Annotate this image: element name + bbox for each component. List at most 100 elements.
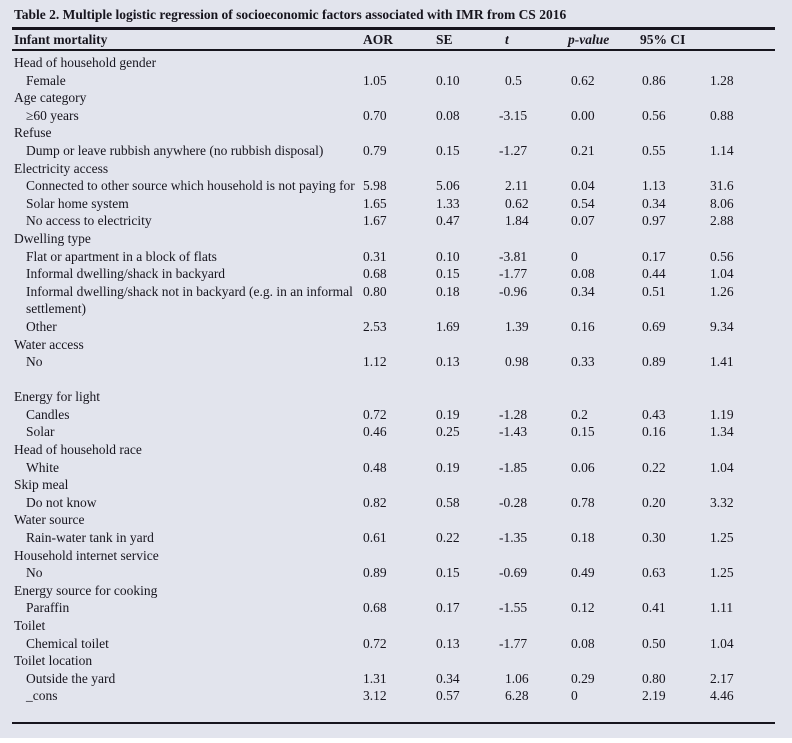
bottom-rule [12,721,775,725]
table-row: Outside the yard 1.31 0.34 1.06 0.29 0.80 2.17 [12,670,775,688]
row-label: No [26,354,43,370]
table-row: Dwelling type [12,230,775,248]
cell-value: 0.34 [436,670,460,686]
cell-value: 1.14 [710,142,734,158]
cell-value: 0.47 [436,213,460,229]
table-row: Head of household gender [12,54,775,72]
cell-value: 5.06 [436,178,460,194]
cell-value: 0.41 [642,600,666,616]
row-label: Solar [26,424,55,440]
cell-value: 0.29 [571,670,595,686]
table-row: Toilet location [12,652,775,670]
cell-value: 1.28 [710,72,734,88]
cell-value: 0.49 [571,565,595,581]
table-row: No 1.12 0.13 0.98 0.33 0.89 1.41 [12,353,775,371]
cell-value: -1.85 [499,459,528,475]
header-infant-mortality: Infant mortality [14,32,108,47]
cell-value: 0.43 [642,406,666,422]
cell-value: 8.06 [710,195,734,211]
cell-value: 0.54 [571,195,595,211]
cell-value: 0.5 [505,72,522,88]
row-category-label: Refuse [14,125,52,141]
cell-value: 0.72 [363,635,387,651]
cell-value: 0.21 [571,142,595,158]
cell-value: 1.13 [642,178,666,194]
header-95ci: 95% CI [640,32,686,47]
cell-value: 9.34 [710,318,734,334]
row-label: Informal dwelling/shack in backyard [26,266,226,282]
cell-value: 1.11 [710,600,734,616]
row-label: Dump or leave rubbish anywhere (no rubbi… [26,142,324,158]
cell-value: -1.27 [499,142,528,158]
cell-value: 0.08 [571,266,595,282]
cell-value: -0.69 [499,565,528,581]
table-row: Chemical toilet 0.72 0.13 -1.77 0.08 0.50 1.04 [12,635,775,653]
cell-value: 6.28 [505,688,529,704]
cell-value: 1.41 [710,354,734,370]
table-row: Water source [12,511,775,529]
cell-value: 1.31 [363,670,387,686]
regression-table: Table 2. Multiple logistic regression of… [12,0,775,725]
header-rule [12,49,775,51]
cell-value: 1.04 [710,459,734,475]
cell-value: 0.06 [571,459,595,475]
cell-value: -3.15 [499,107,528,123]
cell-value: -1.35 [499,530,528,546]
title-rule [12,27,775,30]
row-category-label: Water source [14,512,85,528]
cell-value: 0.62 [505,195,529,211]
row-label: Candles [26,406,70,422]
cell-value: 0.10 [436,72,460,88]
row-category-label: Skip meal [14,477,69,493]
cell-value: 3.12 [363,688,387,704]
cell-value: 0.15 [436,142,460,158]
cell-value: 0.89 [642,354,666,370]
cell-value: 0.12 [571,600,595,616]
table-row: Informal dwelling/shack not in backyard … [12,283,775,318]
row-category-label: Head of household race [14,442,142,458]
row-label: Connected to other source which househol… [26,178,355,194]
cell-value: 1.04 [710,635,734,651]
cell-value: 1.06 [505,670,529,686]
cell-value: 0.62 [571,72,595,88]
row-label: No [26,565,43,581]
table-row: Water access [12,336,775,354]
row-category-label: Head of household gender [14,55,157,70]
cell-value: 0.18 [436,283,460,299]
table-body: Head of household gender Female 1.05 0.10 0.… [12,54,775,705]
cell-value: 0.16 [571,318,595,334]
row-label: _cons [26,688,58,704]
table-header-row: Infant mortality AOR SE t p-value 95% CI [12,30,775,49]
header-p-value: p-value [568,32,610,47]
table-row: White 0.48 0.19 -1.85 0.06 0.22 1.04 [12,459,775,477]
cell-value: 0.51 [642,283,666,299]
table-row: Energy for light [12,388,775,406]
row-label: Rain-water tank in yard [26,530,154,546]
cell-value: 2.11 [505,178,529,194]
table-row: Connected to other source which househol… [12,177,775,195]
cell-value: 0.46 [363,424,387,440]
cell-value: 4.46 [710,688,734,704]
table-row: ≥60 years 0.70 0.08 -3.15 0.00 0.56 0.88 [12,107,775,125]
table-row: Energy source for cooking [12,582,775,600]
row-label: No access to electricity [26,213,152,229]
cell-value: 0.58 [436,494,460,510]
cell-value: 0.17 [436,600,460,616]
row-category-label: Toilet location [14,653,93,669]
cell-value: 0.79 [363,142,387,158]
cell-value: 0.19 [436,406,460,422]
cell-value: 0.57 [436,688,460,704]
cell-value: 0.08 [436,107,460,123]
row-category-label: Age category [14,90,87,106]
cell-value: 0 [571,688,578,704]
cell-value: 1.39 [505,318,529,334]
table-row: Head of household race [12,441,775,459]
cell-value: 0.22 [642,459,666,475]
row-label: White [26,459,59,475]
cell-value: 1.12 [363,354,387,370]
cell-value: -1.77 [499,635,528,651]
row-category-label: Household internet service [14,547,159,563]
cell-value: -0.28 [499,494,528,510]
cell-value: 0.04 [571,178,595,194]
